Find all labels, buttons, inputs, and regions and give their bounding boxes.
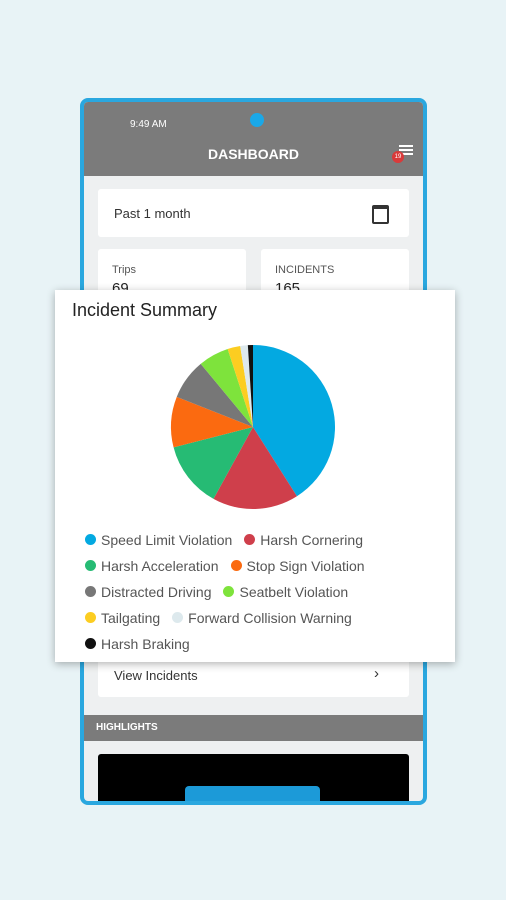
legend-item: Harsh Braking [85, 634, 190, 653]
pie-slice [247, 345, 253, 427]
chart-popup: Incident Summary Speed Limit Violation Ha… [55, 290, 455, 662]
app-header: 9:49 AM DASHBOARD 19 [84, 102, 423, 176]
menu-icon[interactable] [399, 145, 413, 147]
legend-label: Harsh Acceleration [101, 557, 219, 574]
pie-slice [240, 345, 253, 427]
legend-marker [244, 534, 256, 545]
legend-label: Distracted Driving [101, 583, 212, 600]
legend-item: Tailgating [85, 608, 160, 627]
legend-item: Stop Sign Violation [230, 556, 365, 575]
stat-label: INCIDENTS [275, 264, 335, 276]
chart-title: Incident Summary [72, 300, 218, 320]
legend-item: Distracted Driving [85, 582, 211, 601]
pie-slice [171, 396, 253, 448]
legend: Speed Limit Violation Harsh Cornering Hars… [85, 530, 395, 653]
legend-marker [223, 586, 235, 597]
legend-marker [172, 612, 184, 623]
camera [250, 113, 264, 127]
bottom-bar[interactable] [185, 786, 320, 801]
pie-slice [253, 345, 335, 497]
legend-label: Seatbelt Violation [239, 583, 349, 600]
legend-marker [85, 638, 96, 649]
legend-label: Harsh Braking [101, 635, 190, 652]
legend-label: Forward Collision Warning [188, 609, 352, 626]
legend-marker [85, 586, 96, 597]
pie-slice [200, 349, 253, 427]
stat-label: Trips [112, 264, 137, 276]
header-title: DASHBOARD [208, 146, 299, 162]
link-label: View Incidents [114, 668, 198, 683]
legend-marker [85, 612, 96, 623]
legend-label: Stop Sign Violation [246, 557, 365, 574]
pie-chart [171, 345, 335, 509]
status-time: 9:49 AM [130, 119, 167, 130]
chevron: › [374, 665, 379, 682]
section-title: HIGHLIGHTS [96, 722, 158, 733]
pie-slice [173, 427, 253, 499]
legend-marker [230, 560, 242, 571]
legend-item: Harsh Cornering [244, 530, 363, 549]
legend-marker [85, 560, 96, 571]
calendar-icon[interactable] [372, 205, 389, 224]
legend-item: Harsh Acceleration [85, 556, 219, 575]
legend-marker [85, 534, 96, 545]
date-filter[interactable]: Past 1 month [98, 189, 409, 237]
pie-slice [213, 427, 297, 509]
pie-slice [227, 346, 253, 427]
pie-slice [176, 363, 253, 427]
legend-label: Tailgating [101, 609, 161, 626]
legend-label: Harsh Cornering [260, 531, 363, 548]
legend-label: Speed Limit Violation [101, 531, 233, 548]
notification-badge: 19 [392, 151, 404, 163]
section-header: HIGHLIGHTS [84, 715, 423, 741]
filter-label: Past 1 month [114, 206, 191, 221]
legend-item: Seatbelt Violation [223, 582, 348, 601]
legend-item: Speed Limit Violation [85, 530, 232, 549]
legend-item: Forward Collision Warning [172, 608, 352, 627]
